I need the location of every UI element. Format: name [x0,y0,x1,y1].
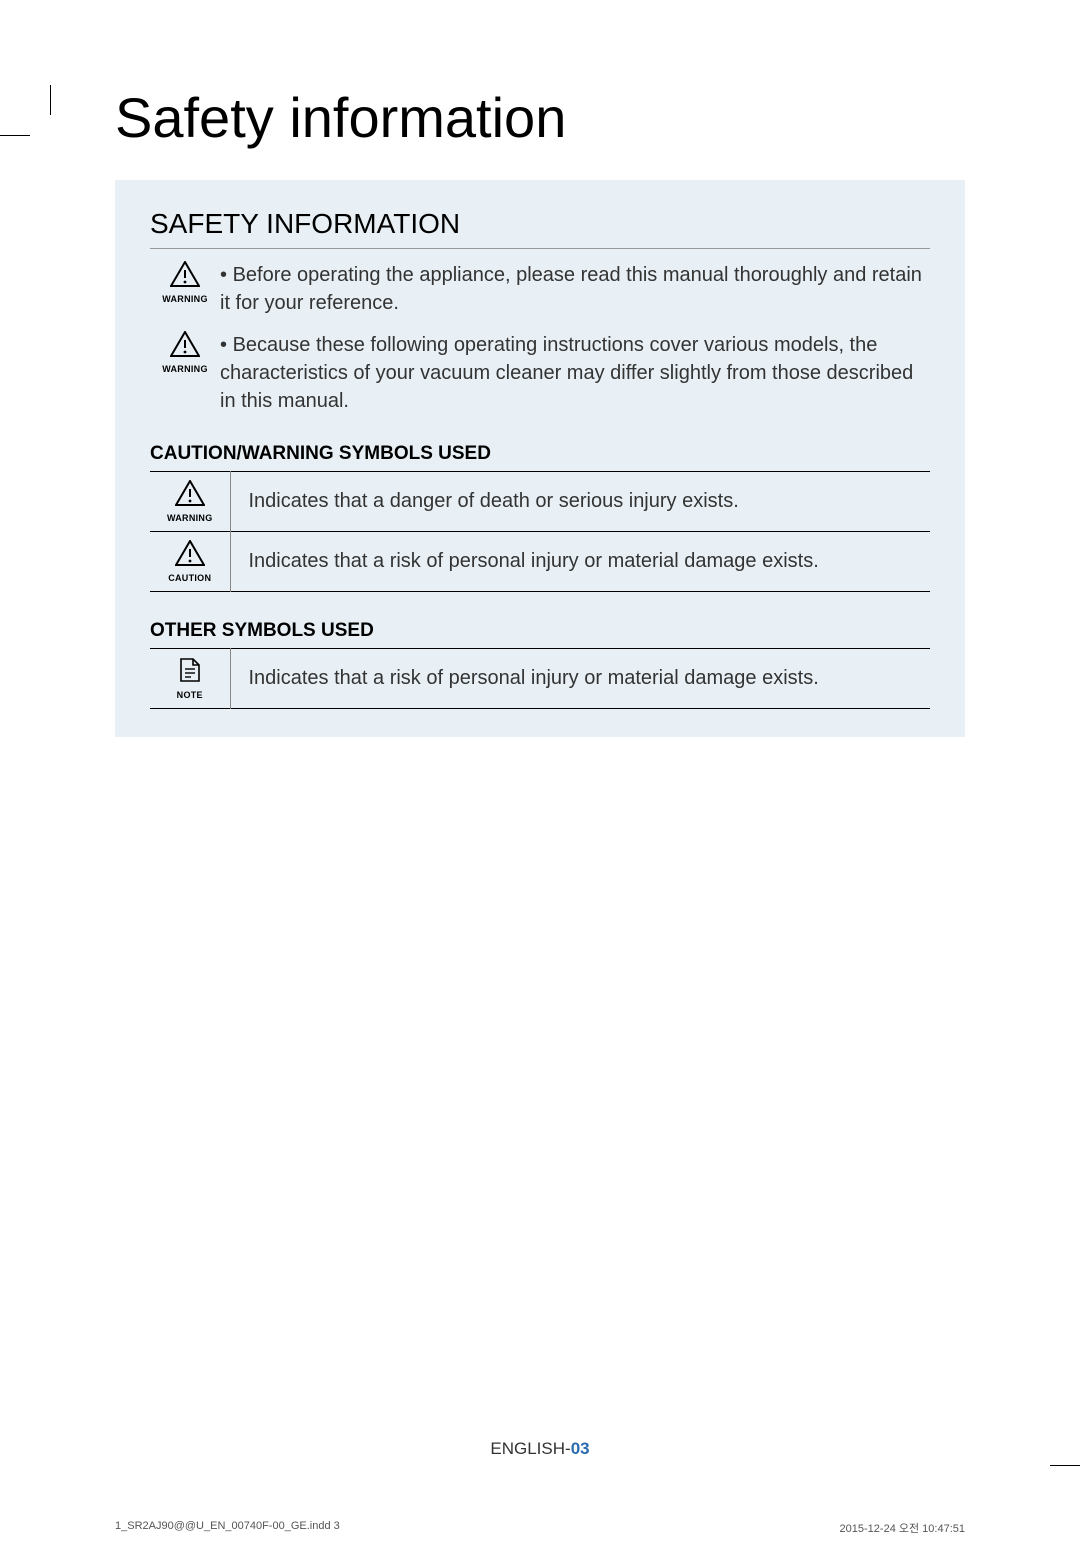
warning-body: Because these following operating instru… [220,334,913,412]
symbol-label: CAUTION [150,573,230,583]
symbol-description: Indicates that a risk of personal injury… [230,532,930,592]
caution-triangle-icon [175,540,205,571]
symbol-description: Indicates that a danger of death or seri… [230,472,930,532]
footer-language: ENGLISH- [490,1439,570,1458]
bullet-icon: • [220,264,233,286]
safety-info-box: SAFETY INFORMATION WARNING • Before oper… [115,180,965,737]
warning-body: Before operating the appliance, please r… [220,264,922,314]
symbol-cell: CAUTION [150,532,230,592]
crop-mark [0,135,30,136]
other-symbols-table: NOTE Indicates that a risk of personal i… [150,648,930,709]
symbol-cell: WARNING [150,331,220,374]
symbol-label: WARNING [150,364,220,374]
page-title: Safety information [115,85,1080,150]
symbol-label: WARNING [150,513,230,523]
subsection-heading: CAUTION/WARNING SYMBOLS USED [150,443,930,465]
subsection-heading: OTHER SYMBOLS USED [150,620,930,642]
symbol-cell: WARNING [150,472,230,532]
warning-item: WARNING • Before operating the appliance… [150,261,930,317]
warning-text: • Before operating the appliance, please… [220,261,930,317]
table-row: NOTE Indicates that a risk of personal i… [150,649,930,709]
warning-triangle-icon [170,331,200,362]
crop-mark [50,85,51,115]
symbol-description: Indicates that a risk of personal injury… [230,649,930,709]
symbol-cell: NOTE [150,649,230,709]
crop-mark [1050,1465,1080,1466]
warning-triangle-icon [170,261,200,292]
bullet-icon: • [220,334,233,356]
warning-item: WARNING • Because these following operat… [150,331,930,415]
footer-page-number: 03 [571,1439,590,1458]
symbol-label: WARNING [150,294,220,304]
print-file: 1_SR2AJ90@@U_EN_00740F-00_GE.indd 3 [115,1520,340,1536]
print-timestamp: 2015-12-24 오전 10:47:51 [840,1520,965,1536]
section-heading: SAFETY INFORMATION [150,208,930,249]
warning-triangle-icon [175,480,205,511]
table-row: CAUTION Indicates that a risk of persona… [150,532,930,592]
table-row: WARNING Indicates that a danger of death… [150,472,930,532]
page-footer: ENGLISH-03 [0,1439,1080,1459]
print-metadata: 1_SR2AJ90@@U_EN_00740F-00_GE.indd 3 2015… [0,1520,1080,1536]
symbol-label: NOTE [150,690,230,700]
symbol-cell: WARNING [150,261,220,304]
symbols-table: WARNING Indicates that a danger of death… [150,471,930,592]
note-document-icon [179,657,201,688]
warning-text: • Because these following operating inst… [220,331,930,415]
